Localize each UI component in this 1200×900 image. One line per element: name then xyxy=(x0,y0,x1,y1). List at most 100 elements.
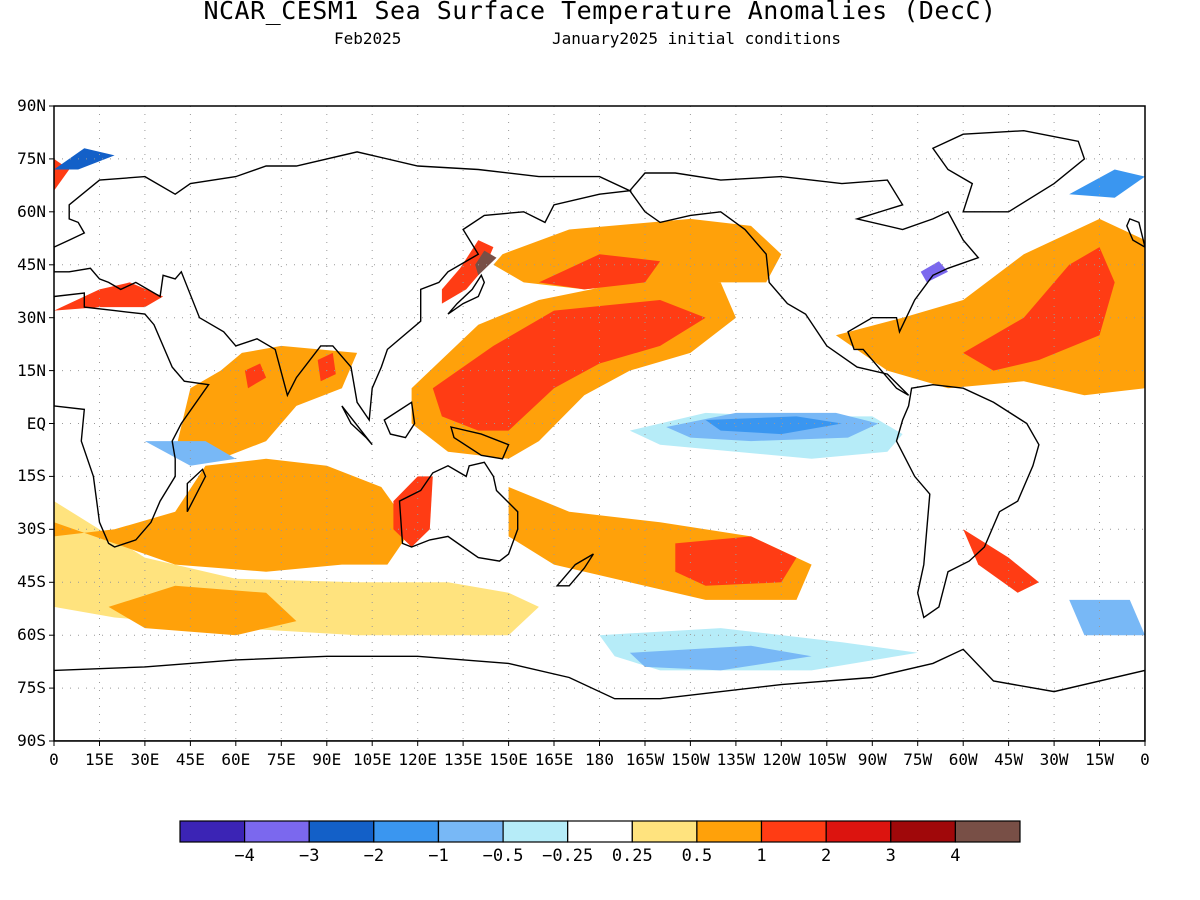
japan-coastline xyxy=(447,273,486,315)
cold-equatorial-pacific-core xyxy=(705,416,842,435)
south-america-coastline xyxy=(895,383,1040,619)
longitude-tick-label: 120W xyxy=(762,750,801,769)
longitude-tick-label: 105W xyxy=(807,750,847,769)
new-zealand-coastline xyxy=(555,553,594,587)
hot-japan-sea xyxy=(441,240,494,304)
latitude-tick-label: 15N xyxy=(17,360,46,380)
latitude-tick-label: 45S xyxy=(17,572,46,592)
great-britain-coastline xyxy=(1126,218,1145,248)
north-america-coastline xyxy=(628,172,980,396)
longitude-tick-label: 165W xyxy=(625,750,665,769)
colorbar-tick-label: −4 xyxy=(234,846,255,866)
hot-arabian-sea xyxy=(244,363,267,389)
hot-north-pacific xyxy=(538,254,661,290)
colorbar-swatch xyxy=(373,820,439,843)
warm-arabian-sea-bay-bengal xyxy=(175,345,358,459)
longitude-tick-label: 165E xyxy=(534,750,574,769)
cold-southern-pacific-core xyxy=(629,645,812,671)
longitude-tick-label: 45E xyxy=(175,750,205,769)
latitude-tick-label: 60N xyxy=(17,201,46,221)
colorbar-tick-label: 0.5 xyxy=(681,846,713,866)
latitude-tick-label: 15S xyxy=(17,466,46,486)
colorbar-tick-label: −2 xyxy=(363,846,385,866)
hot-bay-of-bengal xyxy=(317,352,336,382)
latitude-tick-label: 45N xyxy=(17,254,46,274)
longitude-tick-label: 180 xyxy=(585,750,614,769)
cold-barents-sea xyxy=(54,148,115,170)
colorbar-swatch xyxy=(244,820,310,843)
colorbar xyxy=(179,820,1021,843)
new-guinea-coastline xyxy=(450,426,510,460)
colorbar-tick-label: 3 xyxy=(885,846,896,866)
longitude-tick-label: 75W xyxy=(903,750,933,769)
greenland-coastline xyxy=(931,129,1086,213)
colorbar-swatch xyxy=(631,820,698,843)
africa-coastline xyxy=(54,292,210,548)
colorbar-swatch xyxy=(825,820,892,843)
colorbar-swatch xyxy=(890,820,956,843)
longitude-tick-label: 150W xyxy=(671,750,710,769)
longitude-tick-label: 120E xyxy=(398,750,437,769)
longitude-tick-label: 0 xyxy=(49,750,59,769)
longitude-tick-label: 75E xyxy=(266,750,296,769)
coastlines xyxy=(54,129,1145,741)
hot-west-pacific-tongue xyxy=(432,300,706,431)
warm-southern-indian-belt xyxy=(108,585,297,636)
latitude-tick-label: 75S xyxy=(17,678,46,698)
longitude-tick-label: 90W xyxy=(857,750,887,769)
colorbar-swatch xyxy=(502,820,569,843)
chart-subtitle-right: January2025 initial conditions xyxy=(552,29,841,48)
colorbar-swatch xyxy=(760,820,827,843)
hot-brazil-malvinas xyxy=(963,529,1039,593)
longitude-tick-label: 30W xyxy=(1039,750,1069,769)
chart-title: NCAR_CESM1 Sea Surface Temperature Anoma… xyxy=(203,0,997,25)
anomaly-field xyxy=(54,148,1145,671)
latitude-tick-label: EQ xyxy=(26,413,46,433)
madagascar-coastline xyxy=(186,468,207,513)
longitude-tick-label: 135W xyxy=(716,750,756,769)
colorbar-swatch xyxy=(954,820,1021,843)
colorbar-tick-label: 2 xyxy=(821,846,832,866)
longitude-tick-label: 60E xyxy=(221,750,251,769)
latitude-tick-label: 75N xyxy=(17,148,46,168)
longitude-tick-label: 60W xyxy=(948,750,978,769)
cool-south-atlantic xyxy=(1069,599,1145,636)
latitude-tick-label: 30S xyxy=(17,519,46,539)
colorbar-swatch xyxy=(179,820,246,843)
colorbar-tick-label: 4 xyxy=(950,846,961,866)
colorbar-tick-label: −1 xyxy=(428,846,449,866)
colorbar-tick-label: 1 xyxy=(756,846,767,866)
longitude-tick-label: 30E xyxy=(130,750,160,769)
chart-subtitle-left: Feb2025 xyxy=(334,29,402,48)
latitude-tick-label: 30N xyxy=(17,307,46,327)
longitude-tick-label: 90E xyxy=(312,750,342,769)
hot-mediterranean xyxy=(54,282,164,311)
antarctica-coastline xyxy=(54,648,1145,741)
cold-greenland-sea xyxy=(1069,169,1145,198)
warm-south-indian-ocean xyxy=(54,458,412,572)
colorbar-tick-label: −0.5 xyxy=(482,846,524,866)
cool-west-indian-ocean xyxy=(144,441,236,466)
borneo-coastline xyxy=(383,401,416,439)
longitude-tick-label: 15W xyxy=(1085,750,1114,769)
colorbar-swatch xyxy=(308,820,375,843)
longitude-tick-label: 105E xyxy=(352,750,392,769)
colorbar-swatch xyxy=(696,820,763,843)
cold-gulf-of-maine xyxy=(920,261,948,283)
longitude-tick-label: 15E xyxy=(85,750,114,769)
longitude-tick-label: 135E xyxy=(443,750,483,769)
colorbar-swatch xyxy=(437,820,504,843)
sumatra-coastline xyxy=(341,405,373,446)
axis-ticks xyxy=(49,105,1146,746)
colorbar-tick-label: −3 xyxy=(298,846,320,866)
australia-coastline xyxy=(398,461,519,562)
extreme-hokkaido xyxy=(475,250,497,276)
latitude-tick-label: 60S xyxy=(17,625,46,645)
longitude-tick-label: 45W xyxy=(994,750,1024,769)
latitude-tick-label: 90N xyxy=(17,96,46,115)
hot-south-pacific xyxy=(675,536,797,586)
colorbar-swatch xyxy=(567,820,633,843)
longitude-tick-label: 150E xyxy=(489,750,528,769)
warm-north-atlantic xyxy=(835,218,1145,396)
